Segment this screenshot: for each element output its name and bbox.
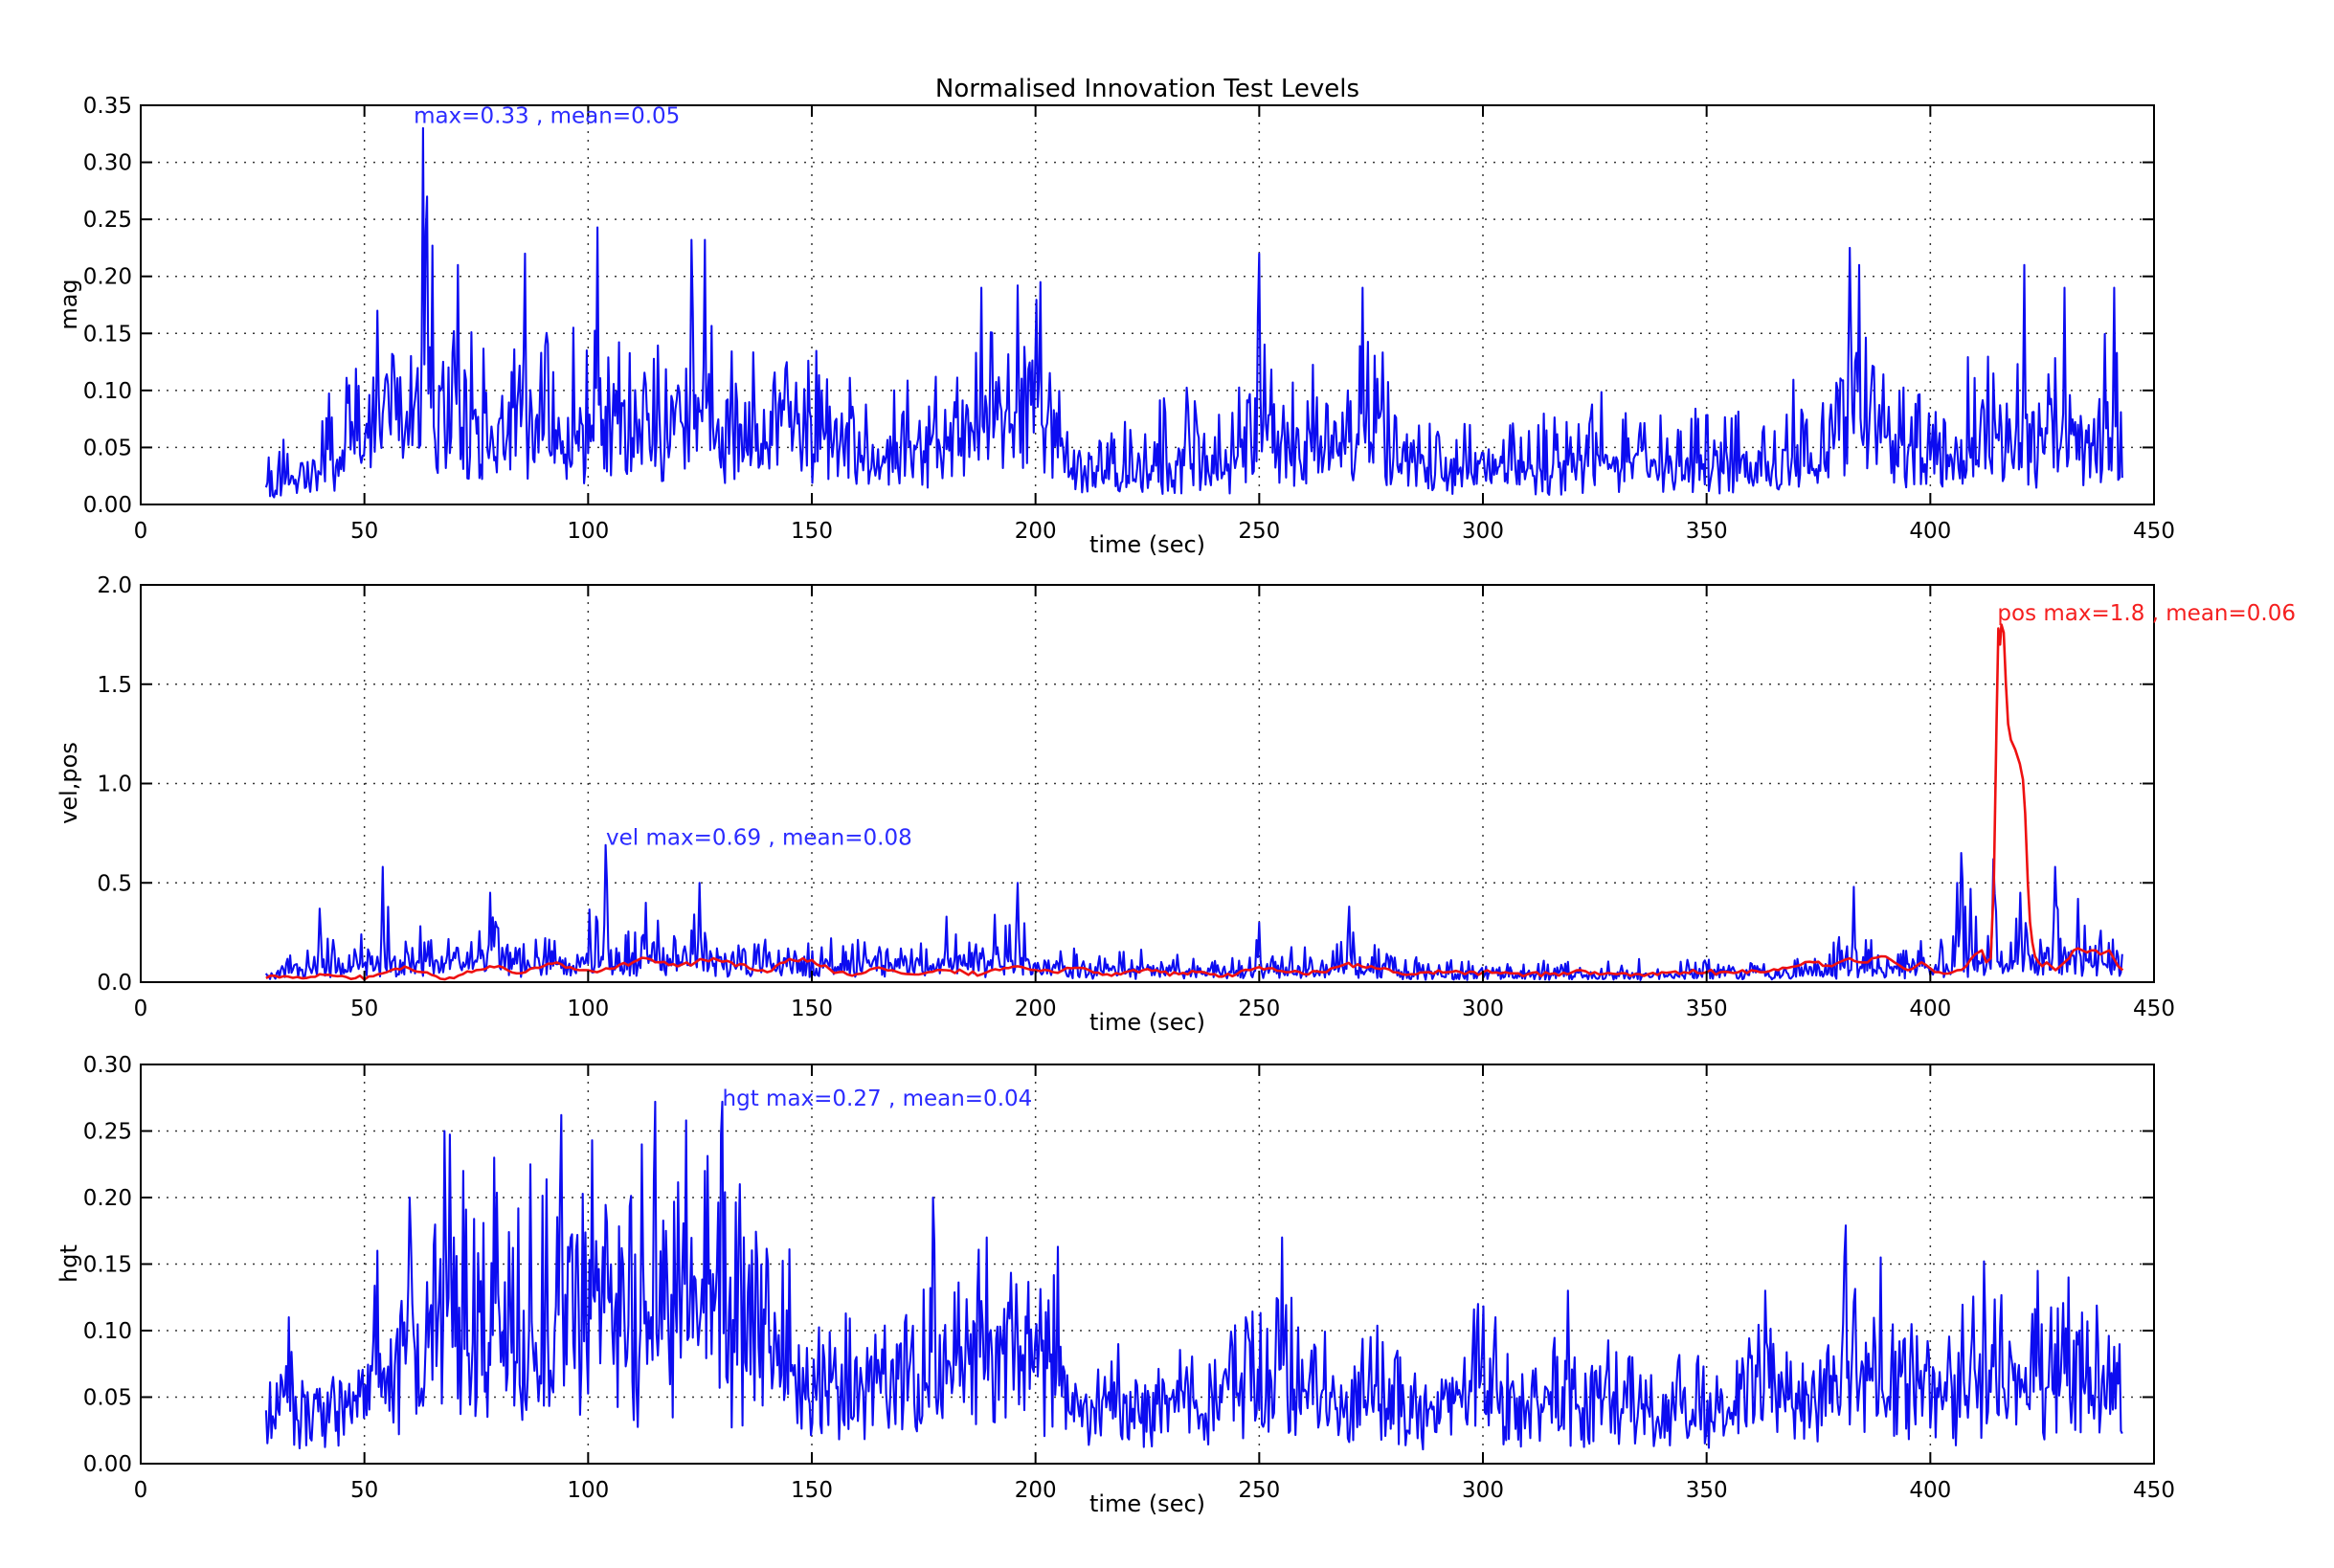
x-tick-label: 250 (1238, 997, 1280, 1021)
x-tick-label: 250 (1238, 519, 1280, 544)
x-tick-label: 100 (567, 997, 609, 1021)
y-tick-label: 1.0 (97, 773, 132, 797)
y-tick-label: 0.30 (83, 151, 132, 176)
x-axis-label-time-bottom: time (sec) (1088, 1490, 1206, 1517)
y-tick-label: 0.20 (83, 265, 132, 290)
x-tick-label: 450 (2133, 997, 2175, 1021)
y-tick-label: 2.0 (97, 573, 132, 598)
x-tick-label: 0 (134, 1478, 148, 1503)
y-tick-label: 0.10 (83, 1319, 132, 1344)
series-mag (264, 126, 2123, 499)
x-tick-label: 450 (2133, 519, 2175, 544)
y-tick-label: 0.00 (83, 493, 132, 518)
x-tick-label: 400 (1909, 519, 1951, 544)
annotation: max=0.33 , mean=0.05 (414, 104, 680, 129)
y-tick-label: 0.30 (83, 1053, 132, 1078)
x-tick-label: 350 (1686, 997, 1728, 1021)
x-tick-label: 0 (134, 997, 148, 1021)
x-tick-label: 450 (2133, 1478, 2175, 1503)
y-tick-label: 0.10 (83, 379, 132, 404)
series-pos (265, 623, 2124, 981)
x-tick-label: 50 (350, 519, 378, 544)
series-hgt (264, 1100, 2123, 1451)
y-tick-label: 0.00 (83, 1452, 132, 1477)
x-tick-label: 300 (1462, 997, 1504, 1021)
x-tick-label: 150 (791, 997, 833, 1021)
annotation: hgt max=0.27 , mean=0.04 (723, 1086, 1033, 1111)
x-tick-label: 100 (567, 1478, 609, 1503)
x-tick-label: 50 (350, 1478, 378, 1503)
y-tick-label: 1.5 (97, 673, 132, 698)
x-tick-label: 400 (1909, 1478, 1951, 1503)
y-tick-label: 0.25 (83, 1120, 132, 1145)
y-tick-label: 0.0 (97, 971, 132, 996)
y-tick-label: 0.15 (83, 1253, 132, 1278)
y-tick-label: 0.35 (83, 94, 132, 119)
x-tick-label: 300 (1462, 1478, 1504, 1503)
x-tick-label: 400 (1909, 997, 1951, 1021)
y-tick-label: 0.5 (97, 871, 132, 896)
x-axis-label-time-middle: time (sec) (1088, 1009, 1206, 1036)
x-tick-label: 200 (1015, 519, 1057, 544)
y-tick-label: 0.20 (83, 1186, 132, 1211)
x-tick-label: 250 (1238, 1478, 1280, 1503)
annotation: vel max=0.69 , mean=0.08 (606, 826, 912, 851)
x-tick-label: 200 (1015, 1478, 1057, 1503)
figure-title: Normalised Innovation Test Levels (934, 75, 1360, 103)
x-tick-label: 300 (1462, 519, 1504, 544)
x-tick-label: 150 (791, 1478, 833, 1503)
x-tick-label: 0 (134, 519, 148, 544)
x-tick-label: 150 (791, 519, 833, 544)
series-vel (264, 843, 2123, 981)
annotation: pos max=1.8 , mean=0.06 (1997, 601, 2296, 626)
y-tick-label: 0.25 (83, 208, 132, 233)
y-tick-label: 0.05 (83, 436, 132, 460)
y-tick-label: 0.05 (83, 1386, 132, 1411)
x-tick-label: 50 (350, 997, 378, 1021)
x-tick-label: 200 (1015, 997, 1057, 1021)
y-tick-label: 0.15 (83, 322, 132, 347)
x-axis-label-time-top: time (sec) (1088, 531, 1206, 558)
x-tick-label: 100 (567, 519, 609, 544)
x-tick-label: 350 (1686, 1478, 1728, 1503)
x-tick-label: 350 (1686, 519, 1728, 544)
axes-border (140, 104, 2155, 505)
